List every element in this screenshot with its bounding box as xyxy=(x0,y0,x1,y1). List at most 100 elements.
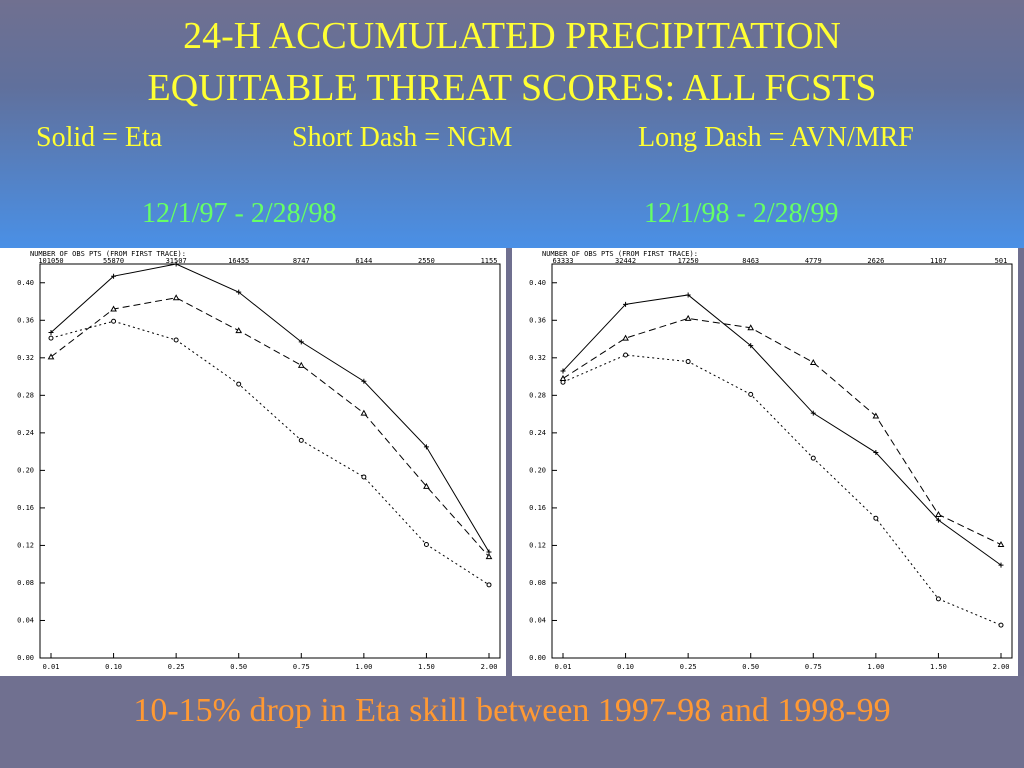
series-line-longdash xyxy=(562,317,1002,545)
chart-panel-left: NUMBER OF OBS PTS (FROM FIRST TRACE): 101… xyxy=(0,248,506,676)
data-point-triangle xyxy=(423,482,430,489)
series-line-shortdash xyxy=(50,320,490,586)
data-point-circle xyxy=(873,515,879,521)
y-tick-label: 0.32 xyxy=(17,354,34,362)
slide-title-line1: 24-H ACCUMULATED PRECIPITATION xyxy=(183,15,841,57)
data-point-triangle xyxy=(47,353,55,360)
y-tick-label: 0.28 xyxy=(529,391,546,399)
data-point-triangle xyxy=(297,361,305,368)
y-tick-label: 0.00 xyxy=(529,654,546,662)
y-tick-label: 0.28 xyxy=(17,391,34,399)
x-tick-label: 1.00 xyxy=(867,663,884,671)
series-line-solid xyxy=(50,263,490,553)
y-tick-label: 0.24 xyxy=(17,429,34,437)
data-point-plus xyxy=(623,301,629,307)
x-tick-label: 0.25 xyxy=(168,663,185,671)
data-point-triangle xyxy=(172,294,180,301)
data-point-plus xyxy=(748,343,754,349)
x-tick-label: 1.00 xyxy=(355,663,372,671)
data-point-plus xyxy=(111,273,117,279)
y-tick-label: 0.08 xyxy=(529,579,546,587)
data-point-plus xyxy=(236,289,242,295)
x-tick-label: 0.01 xyxy=(43,663,60,671)
obs-count: 8463 xyxy=(742,257,759,265)
plot-frame xyxy=(39,263,501,659)
data-point-triangle xyxy=(997,540,1005,547)
data-point-circle xyxy=(748,391,754,397)
y-tick-label: 0.32 xyxy=(529,354,546,362)
x-tick-label: 0.50 xyxy=(230,663,247,671)
y-tick-label: 0.04 xyxy=(529,616,546,624)
y-tick-label: 0.12 xyxy=(17,541,34,549)
data-point-plus xyxy=(998,562,1004,568)
obs-count: 1107 xyxy=(930,257,947,265)
data-point-plus xyxy=(685,292,691,298)
data-point-circle xyxy=(486,582,492,588)
legend-short-dash: Short Dash = NGM xyxy=(292,122,513,153)
slide-title-line2: EQUITABLE THREAT SCORES: ALL FCSTS xyxy=(147,67,877,109)
data-point-circle xyxy=(173,337,179,343)
y-tick-label: 0.40 xyxy=(529,279,546,287)
obs-count-label: NUMBER OF OBS PTS (FROM FIRST TRACE): xyxy=(542,250,698,258)
obs-count: 17250 xyxy=(678,257,699,265)
data-point-plus xyxy=(173,261,179,267)
y-tick-label: 0.20 xyxy=(17,466,34,474)
obs-count: 4779 xyxy=(805,257,822,265)
y-tick-label: 0.00 xyxy=(17,654,34,662)
data-point-plus xyxy=(423,444,429,450)
x-tick-label: 0.10 xyxy=(105,663,122,671)
obs-count: 55870 xyxy=(103,257,124,265)
obs-count: 31507 xyxy=(166,257,187,265)
data-point-circle xyxy=(48,335,54,341)
obs-count: 101050 xyxy=(38,257,63,265)
data-point-circle xyxy=(298,437,304,443)
data-point-triangle xyxy=(684,314,692,321)
obs-count: 6144 xyxy=(355,257,372,265)
obs-count: 2626 xyxy=(867,257,884,265)
data-point-triangle xyxy=(747,324,755,331)
y-tick-label: 0.16 xyxy=(529,504,546,512)
data-point-triangle xyxy=(809,358,817,365)
obs-count: 2550 xyxy=(418,257,435,265)
obs-count: 16455 xyxy=(228,257,249,265)
data-point-triangle xyxy=(485,553,493,560)
legend-long-dash: Long Dash = AVN/MRF xyxy=(638,122,914,153)
data-point-circle xyxy=(623,352,629,358)
y-tick-label: 0.08 xyxy=(17,579,34,587)
data-point-triangle xyxy=(559,374,567,381)
y-tick-label: 0.24 xyxy=(529,429,546,437)
x-tick-label: 2.00 xyxy=(481,663,498,671)
y-tick-label: 0.04 xyxy=(17,616,34,624)
data-point-triangle xyxy=(360,409,368,416)
y-tick-label: 0.12 xyxy=(529,541,546,549)
x-tick-label: 1.50 xyxy=(930,663,947,671)
data-point-plus xyxy=(810,410,816,416)
series-line-longdash xyxy=(50,297,490,558)
y-tick-label: 0.20 xyxy=(529,466,546,474)
x-tick-label: 0.10 xyxy=(617,663,634,671)
obs-count: 1155 xyxy=(481,257,498,265)
x-tick-label: 0.01 xyxy=(555,663,572,671)
x-tick-label: 2.00 xyxy=(993,663,1010,671)
chart-left: NUMBER OF OBS PTS (FROM FIRST TRACE):101… xyxy=(17,250,501,671)
data-point-triangle xyxy=(872,412,880,419)
y-tick-label: 0.36 xyxy=(529,316,546,324)
data-point-circle xyxy=(935,596,941,602)
data-point-circle xyxy=(423,541,429,547)
data-point-plus xyxy=(48,329,54,335)
data-point-triangle xyxy=(235,327,243,334)
obs-count: 32442 xyxy=(615,257,636,265)
footer-background xyxy=(0,676,1024,768)
date-range-left: 12/1/97 - 2/28/98 xyxy=(142,198,337,229)
plot-frame xyxy=(551,263,1013,659)
x-tick-label: 1.50 xyxy=(418,663,435,671)
series-line-solid xyxy=(562,294,1002,566)
y-tick-label: 0.16 xyxy=(17,504,34,512)
data-point-circle xyxy=(685,359,691,365)
data-point-circle xyxy=(361,474,367,480)
date-range-right: 12/1/98 - 2/28/99 xyxy=(644,198,839,229)
x-tick-label: 0.25 xyxy=(680,663,697,671)
data-point-circle xyxy=(111,318,117,324)
data-point-plus xyxy=(560,368,566,374)
obs-count: 8747 xyxy=(293,257,310,265)
